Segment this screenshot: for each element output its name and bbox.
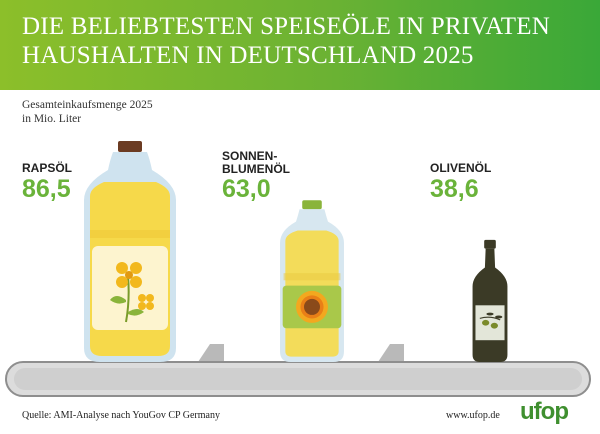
source-note: Quelle: AMI-Analyse nach YouGov CP Germa… — [22, 410, 220, 421]
header-banner: DIE BELIEBTESTEN SPEISEÖLE IN PRIVATEN H… — [0, 0, 600, 90]
category-label-sonnenblumenoel: SONNEN- BLUMENÖL — [222, 150, 302, 176]
ufop-logo: ufop — [520, 398, 569, 425]
chart-title: DIE BELIEBTESTEN SPEISEÖLE IN PRIVATEN H… — [22, 12, 582, 70]
sunflower-icon — [296, 290, 328, 323]
bar-olivenoel-bottle — [472, 239, 508, 362]
bar-rapsoel-bottle — [84, 141, 176, 362]
value-label-rapsoel: 86,5 — [22, 175, 71, 203]
website-link[interactable]: www.ufop.de — [446, 410, 500, 421]
category-label-line: RAPSÖL — [22, 161, 73, 175]
category-label-line: OLIVENÖL — [430, 161, 492, 175]
olive-branch-icon — [479, 312, 503, 329]
chart-subtitle: Gesamteinkaufsmenge 2025 in Mio. Liter — [22, 98, 222, 126]
title-line-2: HAUSHALTEN IN DEUTSCHLAND 2025 — [22, 42, 474, 69]
value-label-sonnenblumenoel: 63,0 — [222, 175, 271, 203]
category-label-line: SONNEN- — [222, 149, 278, 163]
subtitle-line-1: Gesamteinkaufsmenge 2025 — [22, 99, 153, 111]
category-label-olivenoel: OLIVENÖL — [430, 162, 491, 175]
bar-sonnenblumenoel-bottle — [280, 200, 344, 362]
category-label-line: BLUMENÖL — [222, 162, 290, 176]
category-label-rapsoel: RAPSÖL — [22, 162, 72, 175]
title-line-1: DIE BELIEBTESTEN SPEISEÖLE IN PRIVATEN — [22, 13, 550, 40]
rapeseed-flower-icon — [110, 262, 154, 323]
subtitle-line-2: in Mio. Liter — [22, 113, 82, 125]
value-label-olivenoel: 38,6 — [430, 175, 479, 203]
